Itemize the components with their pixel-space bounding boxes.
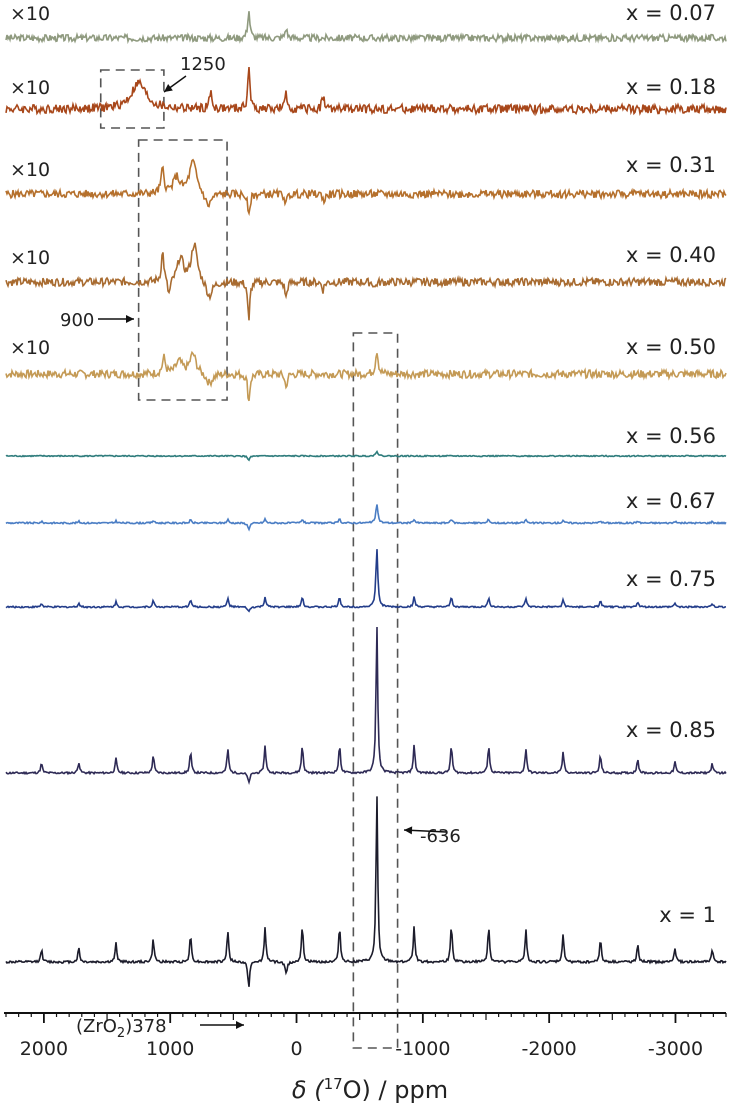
series-label: x = 0.50 <box>626 335 716 359</box>
spectrum-trace <box>5 626 727 786</box>
series-label: x = 0.56 <box>626 424 716 448</box>
annotation-arrowhead <box>126 315 134 323</box>
highlight-box <box>99 69 165 129</box>
x-axis-title: δ (17O) / ppm <box>292 1075 448 1104</box>
scale-factor-label: ×10 <box>10 159 50 181</box>
scale-factor-label: ×10 <box>10 337 50 359</box>
spectrum-trace <box>5 66 727 117</box>
highlight-box <box>352 332 399 1049</box>
series-label: x = 0.18 <box>626 75 716 99</box>
series-labels: x = 0.07 ×10 x = 0.18 ×10 x = 0.31 ×10 x = 0.4… <box>10 1 716 927</box>
scale-factor-label: ×10 <box>10 77 50 99</box>
series-label: x = 0.07 <box>626 1 716 25</box>
annotation-arrowhead <box>404 826 413 835</box>
x-tick-label: 2000 <box>20 1038 68 1060</box>
spectrum-trace <box>5 350 727 402</box>
x-axis: 2000 1000 0 -1000 -2000 -3000 <box>4 1012 727 1060</box>
annotation-arrowhead <box>164 84 173 92</box>
spectrum-trace <box>5 450 727 462</box>
series-label: x = 0.67 <box>626 489 716 513</box>
annotation-label: (ZrO2)378 <box>76 1016 167 1041</box>
scale-factor-label: ×10 <box>10 247 50 269</box>
scale-factor-label: ×10 <box>10 3 50 25</box>
x-axis-ticks: 2000 1000 0 -1000 -2000 -3000 <box>5 1013 727 1060</box>
x-axis-title-delta: δ ( <box>292 1076 325 1104</box>
annotation-label: -636 <box>420 826 461 847</box>
annotation-label: 1250 <box>180 54 226 75</box>
spectrum-trace <box>5 504 727 532</box>
x-tick-label: -1000 <box>395 1038 450 1060</box>
x-axis-title-isotope: 17 <box>324 1075 343 1093</box>
highlight-box <box>137 139 228 401</box>
series-label: x = 1 <box>659 903 716 927</box>
spectrum-trace <box>5 549 727 613</box>
x-tick-label: 1000 <box>146 1038 194 1060</box>
series-label: x = 0.85 <box>626 718 716 742</box>
spectrum-trace <box>5 11 727 45</box>
highlight-boxes <box>99 69 399 1049</box>
spectrum-trace <box>5 158 727 217</box>
annotations: 1250 900 -636 (ZrO2)378 <box>60 54 461 1041</box>
x-tick-label: -3000 <box>648 1038 703 1060</box>
annotation-arrowhead <box>236 1021 244 1029</box>
spectrum-trace <box>5 796 727 987</box>
series-label: x = 0.31 <box>626 153 716 177</box>
annotation-label: 900 <box>60 310 94 331</box>
spectra-traces <box>5 11 727 987</box>
x-tick-label: -2000 <box>522 1038 577 1060</box>
series-label: x = 0.75 <box>626 567 716 591</box>
series-label: x = 0.40 <box>626 243 716 267</box>
x-axis-title-unit: O) / ppm <box>343 1076 448 1104</box>
x-tick-label: 0 <box>290 1038 302 1060</box>
spectrum-trace <box>5 242 727 321</box>
